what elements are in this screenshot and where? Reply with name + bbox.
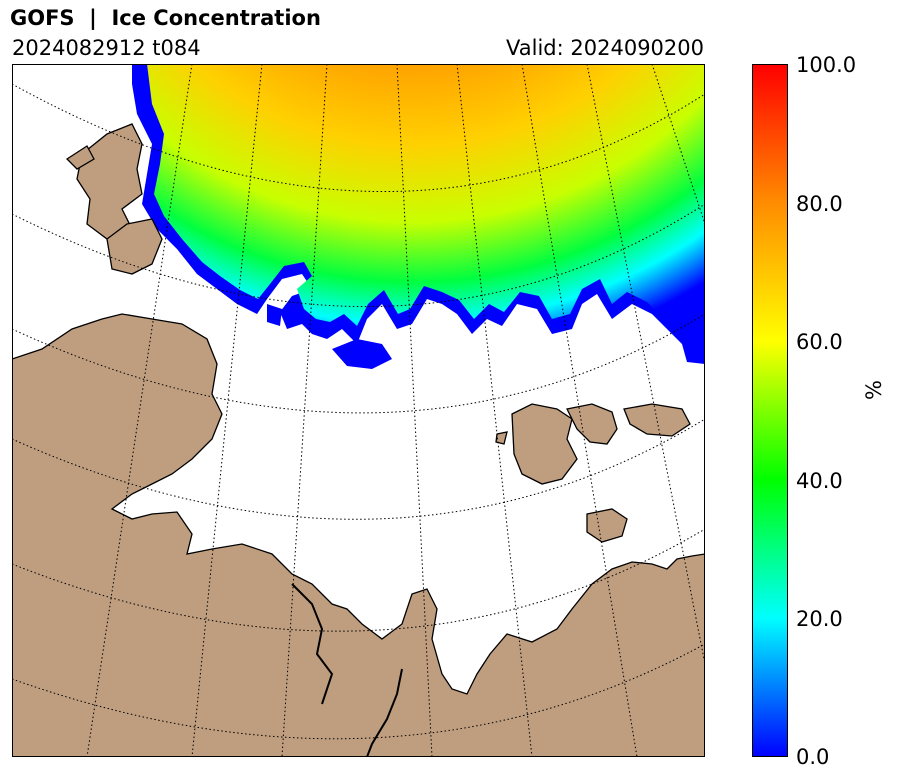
river-line bbox=[291, 583, 334, 705]
latitude-line bbox=[12, 83, 705, 192]
island-land bbox=[65, 145, 95, 170]
island-land bbox=[586, 508, 628, 543]
longitude-line bbox=[651, 64, 705, 225]
ice-floe bbox=[682, 339, 705, 364]
ice-floe bbox=[267, 304, 282, 326]
island-land bbox=[566, 403, 618, 445]
model-run-label: 2024082912 t084 bbox=[12, 36, 201, 60]
colorbar-tick-label: 40.0 bbox=[796, 469, 843, 493]
colorbar-tick-label: 60.0 bbox=[796, 330, 843, 354]
colorbar-tick-label: 20.0 bbox=[796, 607, 843, 631]
latitude-line bbox=[12, 418, 705, 520]
novaya-zemlya-land bbox=[511, 403, 578, 485]
colorbar-tick-label: 80.0 bbox=[796, 192, 843, 216]
colorbar bbox=[752, 64, 788, 757]
longitude-line bbox=[521, 64, 638, 757]
longitude-line bbox=[86, 64, 193, 757]
ice-floe bbox=[332, 339, 392, 369]
latitude-line bbox=[12, 203, 705, 307]
valid-time-label: Valid: 2024090200 bbox=[506, 36, 704, 60]
colorbar-tick-label: 100.0 bbox=[796, 53, 857, 77]
island-land bbox=[495, 431, 508, 445]
island-land bbox=[623, 403, 691, 437]
chart-title: GOFS | Ice Concentration bbox=[10, 6, 321, 30]
svalbard-land bbox=[76, 123, 143, 240]
longitude-line bbox=[191, 64, 263, 757]
ice-field bbox=[147, 64, 705, 349]
river-line bbox=[366, 668, 403, 757]
island-land bbox=[106, 218, 163, 275]
colorbar-unit-label: % bbox=[862, 380, 886, 400]
longitude-line bbox=[456, 64, 533, 757]
colorbar-tick-label: 0.0 bbox=[796, 745, 830, 769]
latitude-line bbox=[12, 528, 705, 632]
ice-concentration-map bbox=[12, 64, 705, 757]
